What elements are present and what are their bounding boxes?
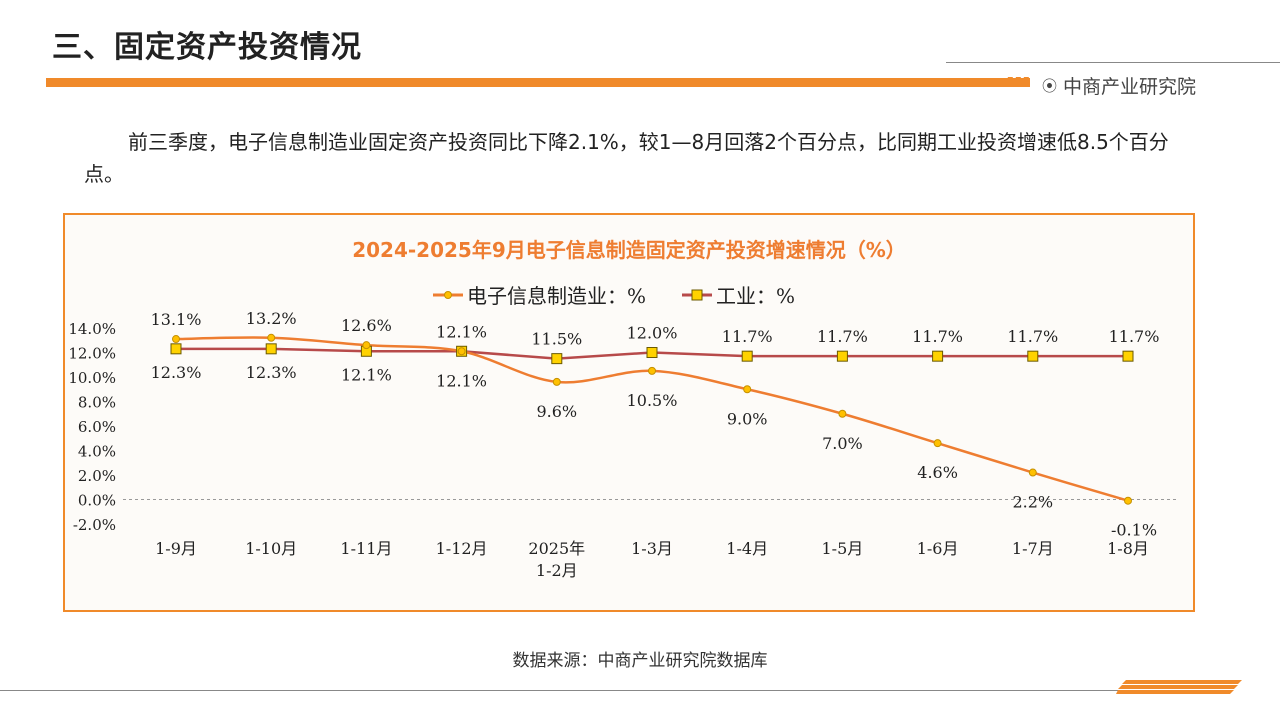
- target-icon: ⦿: [1042, 77, 1058, 95]
- y-tick-label: 12.0%: [68, 345, 116, 363]
- point-electronics: [172, 335, 180, 344]
- point-electronics: [457, 347, 466, 356]
- legend-marker-series-1: [444, 291, 452, 299]
- data-label-industry: 11.7%: [1109, 327, 1160, 346]
- data-label-electronics: 9.6%: [536, 402, 577, 421]
- y-tick-label: 6.0%: [78, 418, 116, 436]
- summary-paragraph: 前三季度，电子信息制造业固定资产投资同比下降2.1%，较1—8月回落2个百分点，…: [84, 126, 1194, 190]
- x-tick-label: 1-9月: [155, 539, 197, 558]
- header-divider-line: [946, 62, 1280, 63]
- data-label-electronics: 2.2%: [1012, 493, 1053, 512]
- point-electronics: [267, 333, 276, 342]
- data-label-electronics: 4.6%: [917, 463, 958, 482]
- x-tick-label: 1-10月: [245, 539, 297, 558]
- x-axis: 1-9月 1-10月 1-11月 1-12月 2025年 1-2月 1-3月 1-4月 1-5月…: [155, 539, 1149, 580]
- brand-logo: ⦿ 中商产业研究院: [1042, 72, 1196, 99]
- data-label-industry: 11.7%: [817, 327, 868, 346]
- data-label-electronics: 7.0%: [822, 434, 863, 453]
- data-label-industry: 12.3%: [246, 363, 297, 382]
- footer-divider-line: [0, 690, 1230, 691]
- x-tick-label: 1-4月: [726, 539, 768, 558]
- data-source-note: 数据来源：中商产业研究院数据库: [512, 651, 768, 671]
- x-tick-label: 1-5月: [822, 539, 864, 558]
- y-tick-label: 8.0%: [78, 394, 116, 412]
- x-tick-label: 1-12月: [436, 539, 488, 558]
- point-industry: [1122, 350, 1134, 362]
- point-electronics: [838, 409, 847, 418]
- data-label-electronics: 12.6%: [341, 316, 392, 335]
- point-industry: [836, 350, 848, 362]
- y-axis: -2.0% 0.0% 2.0% 4.0% 6.0% 8.0% 10.0% 12.0% 14.0%: [68, 320, 1179, 534]
- data-label-industry: 11.7%: [722, 327, 773, 346]
- point-industry: [1027, 350, 1039, 362]
- point-industry: [170, 343, 182, 355]
- line-chart: 2024-2025年9月电子信息制造固定资产投资增速情况（%） 电子信息制造业：…: [68, 238, 1179, 580]
- point-industry: [265, 343, 277, 355]
- data-label-industry: 12.0%: [627, 324, 678, 343]
- y-tick-label: 2.0%: [78, 467, 116, 485]
- data-label-electronics: 12.1%: [436, 371, 487, 390]
- point-electronics: [743, 385, 752, 394]
- y-tick-label: 0.0%: [78, 492, 116, 510]
- chart-title: 2024-2025年9月电子信息制造固定资产投资增速情况（%）: [352, 238, 906, 262]
- y-tick-label: -2.0%: [73, 516, 116, 534]
- x-tick-label: 1-3月: [631, 539, 673, 558]
- y-tick-label: 4.0%: [78, 443, 116, 461]
- chart-container: 2024-2025年9月电子信息制造固定资产投资增速情况（%） 电子信息制造业：…: [63, 213, 1195, 612]
- y-tick-label: 10.0%: [68, 369, 116, 387]
- data-label-electronics: 13.2%: [246, 309, 297, 328]
- x-tick-label: 1-2月: [536, 561, 578, 580]
- point-industry: [551, 353, 563, 365]
- x-tick-label: 1-8月: [1107, 539, 1149, 558]
- data-label-electronics: -0.1%: [1111, 521, 1157, 540]
- point-electronics: [1124, 496, 1132, 505]
- x-tick-label: 2025年: [528, 539, 585, 558]
- data-label-industry: 11.5%: [531, 330, 582, 349]
- point-electronics: [1028, 468, 1037, 477]
- legend-label-series-2: 工业：%: [716, 284, 795, 308]
- point-electronics: [933, 439, 942, 448]
- page-title: 三、固定资产投资情况: [52, 30, 362, 65]
- data-label-electronics: 13.1%: [151, 310, 202, 329]
- point-electronics: [648, 366, 656, 375]
- header-stripes-decoration: [1004, 77, 1029, 87]
- point-industry: [646, 347, 658, 358]
- point-electronics: [362, 341, 371, 350]
- x-tick-label: 1-7月: [1012, 539, 1054, 558]
- point-industry: [932, 350, 944, 362]
- plot-area: 13.1% 13.2% 12.6% 12.1% 9.6% 10.5% 9.0% 7.0% 4.6…: [151, 309, 1160, 540]
- data-label-industry: 12.3%: [151, 363, 202, 382]
- chart-legend: 电子信息制造业：% 工业：%: [433, 284, 795, 308]
- legend-label-series-1: 电子信息制造业：%: [467, 284, 646, 308]
- y-tick-label: 14.0%: [68, 320, 116, 338]
- footer-stripes-decoration: [1116, 680, 1242, 694]
- legend-marker-series-2: [691, 289, 703, 301]
- data-label-industry: 11.7%: [1007, 327, 1058, 346]
- data-label-industry: 11.7%: [912, 327, 963, 346]
- point-electronics: [552, 377, 561, 386]
- data-label-electronics: 9.0%: [727, 409, 768, 428]
- summary-text: 前三季度，电子信息制造业固定资产投资同比下降2.1%，较1—8月回落2个百分点，…: [84, 130, 1169, 186]
- title-accent-bar: [46, 78, 1030, 87]
- brand-name: 中商产业研究院: [1063, 76, 1197, 98]
- x-tick-label: 1-6月: [917, 539, 959, 558]
- point-industry: [741, 350, 753, 362]
- data-label-industry: 12.1%: [436, 322, 487, 341]
- x-tick-label: 1-11月: [340, 539, 392, 558]
- data-label-electronics: 10.5%: [627, 391, 678, 410]
- data-label-industry: 12.1%: [341, 365, 392, 384]
- series-line-electronics: [175, 336, 1129, 502]
